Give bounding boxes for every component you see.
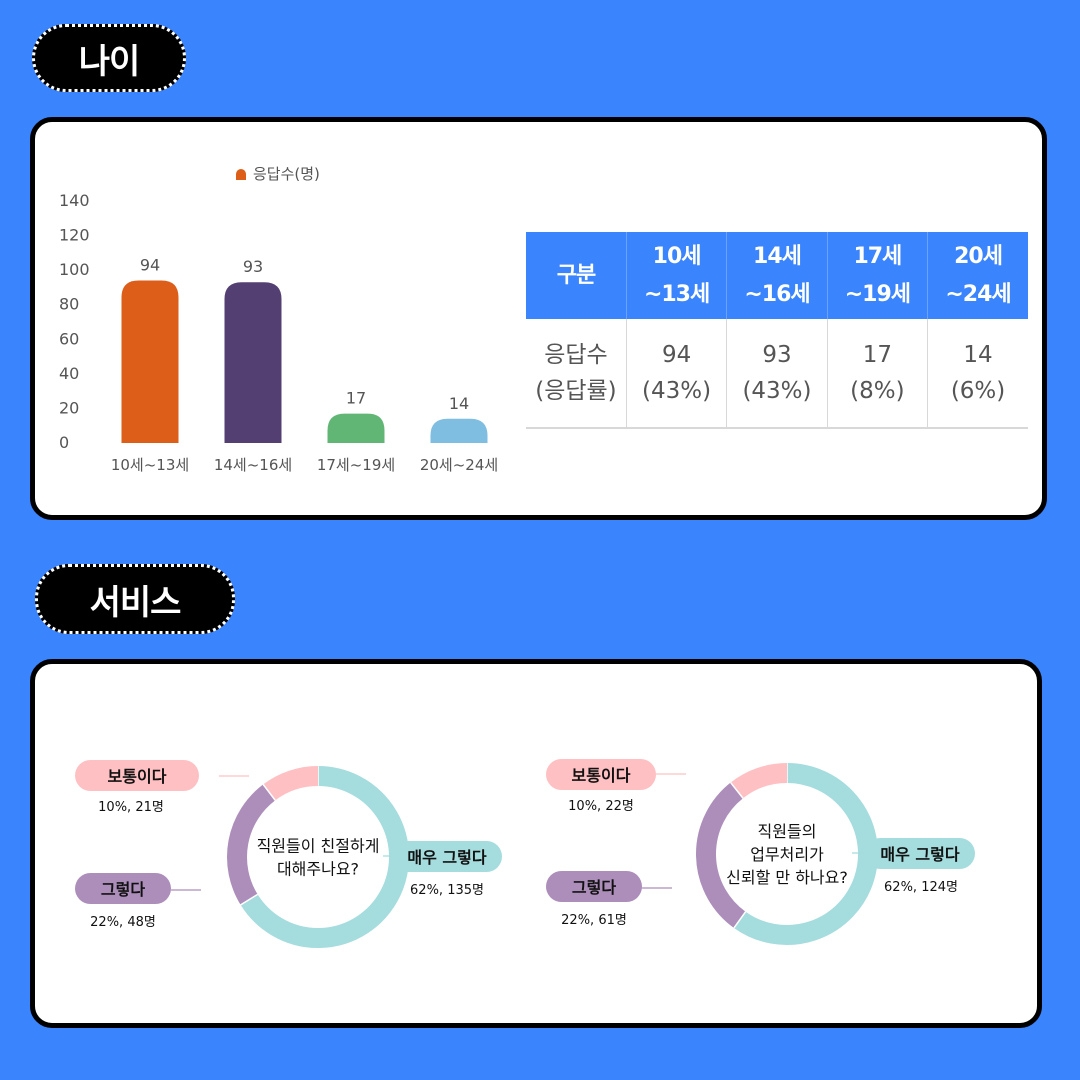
- slice-label: 그렇다: [101, 880, 145, 899]
- slice-label: 매우 그렇다: [880, 845, 959, 864]
- y-tick-label: 80: [59, 295, 79, 314]
- bar: [430, 418, 488, 443]
- donut-slice: [733, 763, 878, 945]
- service-donut-charts: 매우 그렇다 62%, 135명 그렇다 22%, 48명 보통이다 10%, 21명직원…: [75, 759, 975, 948]
- donut-slice: [227, 784, 276, 905]
- table-header-cell: 17세 ~19세: [827, 232, 929, 319]
- slice-value-text: 22%, 48명: [90, 915, 156, 930]
- y-tick-label: 140: [59, 191, 90, 210]
- slice-label: 그렇다: [572, 878, 616, 897]
- section-tag-age: 나이: [32, 24, 186, 92]
- donut-chart: 매우 그렇다 62%, 124명 그렇다 22%, 61명 보통이다 10%, 22명직원…: [546, 759, 975, 945]
- y-tick-label: 0: [59, 433, 69, 452]
- slice-value-text: 10%, 21명: [98, 800, 164, 815]
- bar-data-label: 94: [140, 256, 160, 275]
- donut-center-question: 직원들이 친절하게: [257, 837, 380, 856]
- bar-data-label: 14: [449, 394, 469, 413]
- bar: [121, 280, 179, 443]
- donut-chart: 매우 그렇다 62%, 135명 그렇다 22%, 48명 보통이다 10%, 21명직원…: [75, 760, 502, 948]
- slice-separator: [240, 893, 259, 906]
- age-bar-chart: 응답수(명) 0 20 40 60 80 100 120 140 94 10세~13세 93 14세~1…: [59, 165, 498, 474]
- slice-separator: [733, 911, 747, 929]
- slice-label-pill: [392, 841, 502, 872]
- donut-slice: [730, 763, 788, 799]
- slice-separator: [262, 783, 276, 801]
- slice-label-pill: [75, 760, 199, 791]
- legend: 응답수(명): [236, 165, 320, 183]
- slice-label-pill: [75, 873, 171, 904]
- table-header-cell: 14세 ~16세: [726, 232, 828, 319]
- legend-swatch: [236, 169, 246, 180]
- y-tick-label: 120: [59, 226, 90, 245]
- table-cell: 14 (6%): [927, 319, 1028, 429]
- age-table: 구분 10세 ~13세 14세 ~16세 17세 ~19세 20세 ~24세 응답수 (응…: [526, 232, 1028, 429]
- donut-center-question: 대해주나요?: [277, 860, 359, 879]
- y-tick-label: 20: [59, 398, 79, 417]
- bar-data-label: 17: [346, 389, 366, 408]
- donut-center-question: 신뢰할 만 하나요?: [726, 868, 848, 887]
- table-header-label: 구분: [526, 232, 627, 319]
- y-tick-label: 100: [59, 260, 90, 279]
- slice-value-text: 62%, 124명: [884, 880, 958, 895]
- slice-value-text: 62%, 135명: [410, 883, 484, 898]
- slice-label-pill: [546, 759, 656, 790]
- slice-value-text: 22%, 61명: [561, 913, 627, 928]
- table-cell: 93 (43%): [726, 319, 828, 429]
- table-row-label: 응답수 (응답률): [526, 319, 627, 429]
- x-tick-label: 17세~19세: [317, 456, 395, 474]
- donut-slice: [696, 782, 746, 928]
- bar: [327, 413, 385, 443]
- x-tick-label: 10세~13세: [111, 456, 189, 474]
- bar-data-label: 93: [243, 257, 263, 276]
- table-header-cell: 20세 ~24세: [927, 232, 1028, 319]
- table-cell: 94 (43%): [626, 319, 728, 429]
- x-tick-label: 20세~24세: [420, 456, 498, 474]
- donut-center-question: 업무처리가: [750, 845, 824, 864]
- section-tag-service: 서비스: [35, 564, 235, 634]
- y-tick-label: 60: [59, 329, 79, 348]
- age-panel: 응답수(명) 0 20 40 60 80 100 120 140 94 10세~13세 93 14세~1…: [30, 117, 1047, 520]
- x-tick-label: 14세~16세: [214, 456, 292, 474]
- slice-value-text: 10%, 22명: [568, 799, 634, 814]
- donut-slice: [263, 766, 319, 801]
- slice-separator: [730, 782, 744, 799]
- slice-label: 매우 그렇다: [407, 848, 486, 867]
- legend-label: 응답수(명): [253, 165, 320, 183]
- table-header-cell: 10세 ~13세: [626, 232, 728, 319]
- slice-label-pill: [546, 871, 642, 902]
- donut-slice: [240, 766, 409, 948]
- table-row: 응답수 (응답률) 94 (43%) 93 (43%) 17 (8%) 14 (6%): [526, 319, 1028, 429]
- bar: [224, 282, 282, 443]
- table-cell: 17 (8%): [827, 319, 929, 429]
- slice-label: 보통이다: [572, 766, 631, 785]
- y-tick-label: 40: [59, 364, 79, 383]
- donut-center-question: 직원들의: [758, 822, 817, 841]
- slice-label-pill: [865, 838, 975, 869]
- slice-label: 보통이다: [108, 767, 167, 786]
